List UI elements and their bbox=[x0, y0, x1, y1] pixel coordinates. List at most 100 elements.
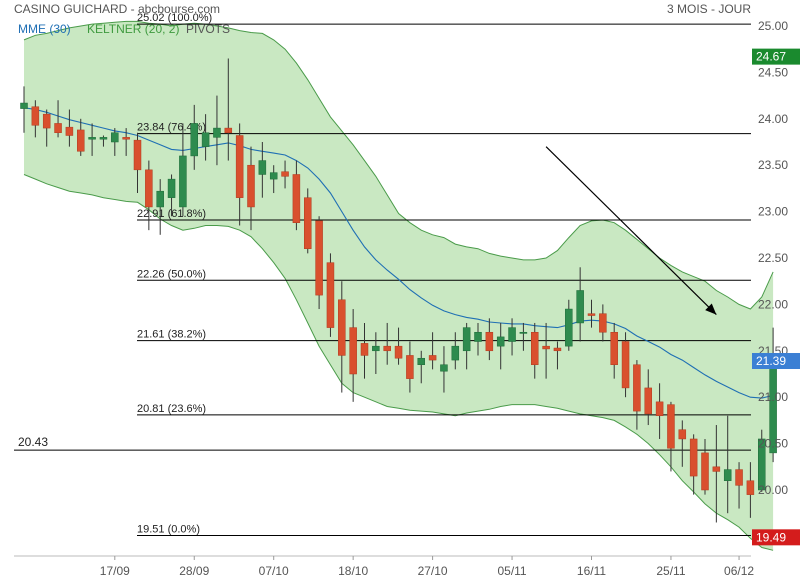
candle-body bbox=[599, 313, 607, 333]
candle-body bbox=[633, 364, 641, 412]
candle-body bbox=[701, 452, 709, 491]
candle bbox=[451, 332, 460, 370]
candle-body bbox=[281, 171, 289, 177]
candle bbox=[678, 420, 687, 467]
candle-body bbox=[20, 102, 28, 109]
candle bbox=[723, 415, 732, 514]
date-tick-label: 18/10 bbox=[338, 564, 368, 578]
candle bbox=[281, 160, 289, 189]
candle bbox=[315, 216, 323, 310]
candle bbox=[712, 425, 721, 523]
price-tick-label: 23.00 bbox=[758, 205, 788, 219]
candle bbox=[258, 142, 267, 198]
candle bbox=[689, 434, 698, 495]
candle bbox=[565, 299, 573, 351]
keltner-band bbox=[23, 20, 774, 551]
candle bbox=[213, 95, 221, 166]
candle bbox=[349, 309, 357, 402]
candle-body bbox=[712, 466, 721, 472]
candle bbox=[235, 123, 244, 226]
candle-body bbox=[485, 331, 494, 352]
candle-body bbox=[31, 106, 40, 126]
candle bbox=[179, 123, 187, 217]
last-price-badge-bg bbox=[752, 353, 800, 370]
candle-body bbox=[111, 132, 119, 143]
fib-label: 25.02 (100.0%) bbox=[137, 12, 212, 24]
candle bbox=[644, 369, 652, 426]
candle bbox=[99, 135, 108, 147]
candle-body bbox=[655, 401, 664, 417]
keltner-fill bbox=[24, 21, 774, 551]
header: CASINO GUICHARD - abcbourse.com 3 MOIS -… bbox=[14, 2, 751, 16]
candle-body bbox=[746, 480, 755, 495]
candle-body bbox=[145, 169, 153, 208]
top-price-badge: 24.67 bbox=[756, 50, 786, 64]
candle-body bbox=[326, 262, 335, 328]
date-tick-label: 07/10 bbox=[259, 564, 289, 578]
candle-body bbox=[304, 197, 312, 249]
candle bbox=[417, 350, 425, 384]
date-tick-label: 28/09 bbox=[179, 564, 209, 578]
candle bbox=[610, 322, 618, 379]
candle bbox=[394, 327, 403, 365]
candle bbox=[304, 188, 312, 254]
fib-label: 19.51 (0.0%) bbox=[137, 523, 200, 535]
price-tick-label: 22.00 bbox=[758, 297, 788, 311]
candle bbox=[156, 179, 164, 235]
price-tick-label: 24.00 bbox=[758, 112, 788, 126]
candle-body bbox=[542, 345, 550, 350]
candle bbox=[406, 341, 414, 393]
candle-body bbox=[451, 345, 460, 361]
candle-body bbox=[383, 345, 391, 352]
date-tick-label: 27/10 bbox=[418, 564, 448, 578]
candle bbox=[338, 281, 346, 393]
candle bbox=[758, 429, 766, 492]
mme-path bbox=[23, 107, 774, 399]
candle bbox=[508, 318, 516, 356]
candle bbox=[553, 341, 562, 370]
candle bbox=[519, 322, 528, 351]
candle bbox=[735, 462, 743, 509]
candle bbox=[190, 104, 198, 170]
candle-body bbox=[269, 172, 278, 180]
price-tick-label: 24.50 bbox=[758, 65, 788, 79]
candle bbox=[42, 109, 51, 147]
candle bbox=[167, 174, 176, 217]
candle bbox=[655, 383, 664, 439]
candle-body bbox=[99, 137, 108, 140]
candle bbox=[746, 462, 755, 518]
candle-body bbox=[201, 132, 210, 147]
price-tick-label: 20.50 bbox=[758, 437, 788, 451]
date-axis: 17/09 28/09 07/10 18/10 27/10 05/11 16/11 25/11… bbox=[14, 555, 754, 578]
candle bbox=[667, 401, 675, 472]
candle-body bbox=[42, 113, 51, 129]
candle bbox=[496, 322, 505, 370]
candle bbox=[20, 86, 28, 133]
candle bbox=[485, 318, 494, 361]
arrow-line bbox=[545, 146, 717, 316]
candle-body bbox=[667, 404, 675, 449]
top-price-badge-bg bbox=[752, 48, 800, 65]
candle-body bbox=[621, 341, 630, 389]
candle-body bbox=[644, 387, 652, 415]
candle-body bbox=[349, 327, 357, 375]
candle bbox=[88, 123, 96, 156]
candle-body bbox=[723, 469, 732, 481]
candle bbox=[133, 132, 142, 194]
price-tick-label: 20.00 bbox=[758, 483, 788, 497]
date-tick-label: 05/11 bbox=[497, 564, 526, 578]
candle-body bbox=[258, 160, 267, 175]
candle-body bbox=[474, 331, 482, 342]
candle bbox=[326, 253, 335, 337]
candle-body bbox=[133, 139, 142, 171]
candle-body bbox=[54, 123, 62, 133]
price-tick-label: 22.50 bbox=[758, 251, 788, 265]
candle-body bbox=[735, 469, 743, 486]
candle-body bbox=[372, 345, 380, 352]
candle-body bbox=[428, 355, 437, 361]
fib-label: 21.61 (38.2%) bbox=[137, 329, 206, 341]
candle bbox=[383, 322, 391, 365]
price-tick-label: 25.00 bbox=[758, 19, 788, 33]
